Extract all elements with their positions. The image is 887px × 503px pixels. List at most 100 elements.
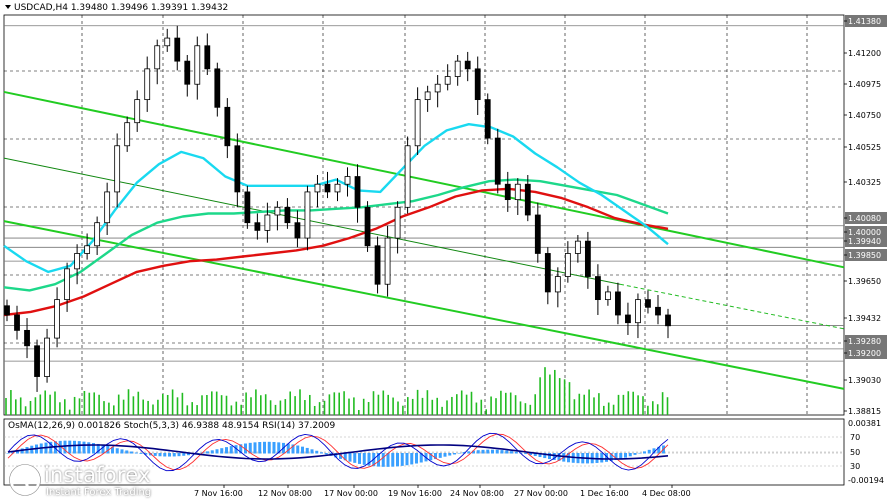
osma-bar	[225, 447, 228, 454]
osma-bar	[87, 442, 91, 454]
osma-bar	[258, 442, 262, 454]
osma-bar	[476, 450, 480, 454]
price-label: 1.41380	[848, 17, 881, 26]
osma-bar	[381, 453, 385, 467]
candle-body	[194, 45, 201, 85]
time-label: 19 Nov 16:00	[388, 489, 442, 498]
candlesticks	[4, 25, 671, 392]
time-label: 27 Nov 00:00	[514, 489, 568, 498]
osma-bar	[296, 445, 300, 454]
osma-bar	[538, 453, 542, 458]
candle-body	[404, 145, 411, 208]
osma-bar	[647, 449, 651, 454]
osma-bar	[149, 453, 152, 456]
osma-bar	[130, 451, 133, 454]
candle-body	[14, 314, 20, 331]
osma-bar	[491, 449, 494, 454]
osma-bar	[73, 440, 76, 454]
rsi-line	[7, 444, 669, 460]
osma-bar	[614, 453, 618, 461]
candle-body	[374, 245, 381, 285]
osma-bar	[125, 450, 129, 454]
candle-body	[434, 83, 441, 93]
time-label: 4 Dec 08:00	[642, 489, 691, 498]
osma-bar	[552, 453, 556, 460]
osma-bar	[101, 444, 105, 454]
candle-body	[615, 291, 621, 316]
osma-bar	[609, 453, 613, 461]
candle-body	[254, 222, 261, 231]
osma-bar	[92, 443, 95, 454]
price-label: 1.39200	[848, 349, 881, 358]
candle-body	[204, 45, 211, 70]
dropdown-triangle-icon[interactable]	[5, 5, 11, 9]
price-label: 1.39940	[848, 237, 881, 246]
osma-bar	[6, 453, 10, 454]
candle-body	[574, 240, 581, 254]
candle-body	[154, 45, 161, 70]
osma-bar	[63, 440, 67, 454]
candle-body	[474, 68, 481, 101]
candle-body	[324, 183, 331, 193]
osma-bar	[267, 441, 271, 454]
osma-bar	[11, 451, 15, 454]
osma-bar	[120, 449, 124, 454]
candle-body	[364, 206, 371, 247]
osma-bar	[263, 441, 266, 454]
osma-bar	[462, 452, 466, 454]
osma-bar	[605, 453, 608, 462]
osma-bar	[215, 449, 219, 454]
osma-bar	[415, 453, 418, 464]
osma-bar	[324, 453, 328, 455]
osma-bar	[16, 449, 19, 454]
osma-bar	[153, 453, 157, 456]
price-label-badge	[845, 235, 887, 247]
channel-lower	[3, 220, 845, 390]
osma-bar	[443, 453, 447, 457]
candle-body	[334, 183, 341, 193]
candle-body	[354, 176, 361, 208]
osma-bar	[533, 453, 537, 457]
osma-bar	[486, 449, 490, 454]
candle-body	[234, 145, 241, 193]
osma-bar	[244, 443, 247, 454]
osma-bar	[315, 450, 319, 454]
candle-body	[284, 206, 291, 224]
candle-body	[44, 337, 50, 377]
oscillator-level-label: 30	[850, 462, 860, 471]
osma-bar	[291, 444, 295, 454]
osma-bar	[286, 443, 290, 454]
symbol-header: USDCAD,H4 1.39480 1.39496 1.39391 1.3943…	[5, 3, 228, 13]
price-label-badge	[845, 335, 887, 347]
osma-bar	[472, 450, 475, 454]
osma-bar	[220, 448, 224, 454]
time-axis: 7 Nov 16:00 12 Nov 08:00 17 Nov 00:00 19 No…	[194, 485, 691, 498]
price-label: 1.39280	[848, 337, 881, 346]
osma-bar	[457, 452, 461, 454]
osma-bar	[624, 453, 627, 458]
osma-bar	[643, 451, 646, 454]
candle-body	[184, 60, 191, 85]
candle-body	[584, 240, 591, 277]
candle-body	[594, 276, 601, 301]
oscillator-header-text: OsMA(12,26,9) 0.001826 Stoch(5,3,3) 46.9…	[8, 421, 336, 431]
ma-slow-line	[3, 187, 669, 317]
osma-bar	[358, 453, 361, 464]
price-axis: 1.41380 1.41200 1.40975 1.40750 1.40525 1.403…	[844, 15, 887, 416]
osma-bar	[514, 451, 518, 454]
osma-bar	[510, 451, 513, 454]
osma-bar	[305, 447, 309, 454]
osma-bar	[391, 453, 395, 467]
osma-bar	[633, 453, 637, 455]
osma-bar	[657, 446, 661, 454]
candle-body	[104, 191, 111, 224]
osma-bar	[548, 453, 551, 460]
osma-bar	[638, 452, 642, 454]
osma-bar	[348, 453, 352, 462]
candle-body	[384, 237, 391, 285]
logo-tagline: Instant Forex Trading	[46, 487, 152, 498]
osma-bar	[272, 441, 276, 454]
oscillator-panel: 70 50 30 0.00381 -0.00194	[3, 418, 884, 486]
candle-body	[394, 206, 401, 239]
osma-bar	[234, 445, 238, 454]
